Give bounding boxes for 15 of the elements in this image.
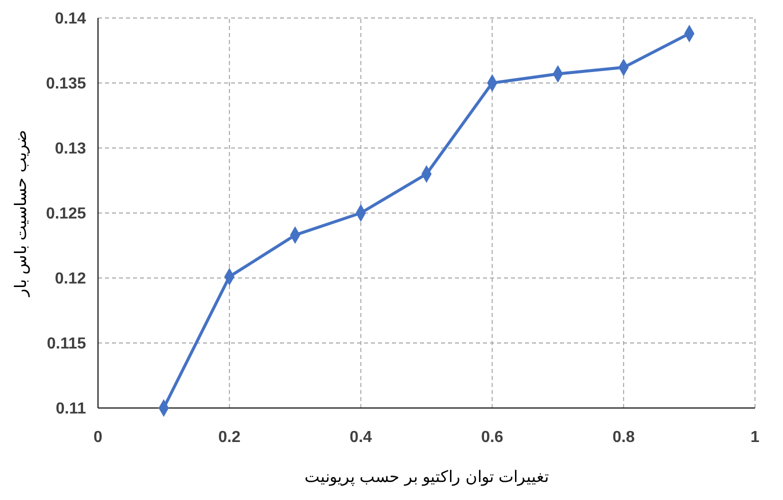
y-tick-label: 0.11	[56, 400, 86, 418]
y-axis-title: ضریب حساسیت باس بار	[11, 129, 30, 298]
x-axis-title: تغییرات توان راکتیو بر حسب پریونیت	[304, 467, 549, 486]
x-tick-label: 0.2	[218, 429, 241, 446]
y-tick-label: 0.13	[54, 140, 86, 158]
x-tick-label: 0	[94, 429, 103, 446]
x-tick-label: 0.4	[350, 429, 372, 446]
y-tick-label: 0.12	[54, 270, 86, 288]
x-tick-label: 0.8	[612, 429, 635, 446]
y-tick-label: 0.125	[46, 206, 86, 223]
x-tick-label: 1	[750, 429, 760, 446]
y-tick-label: 0.135	[46, 76, 86, 93]
y-tick-label: 0.115	[46, 336, 86, 353]
x-tick-label: 0.6	[481, 429, 504, 446]
y-tick-label: 0.14	[54, 10, 86, 28]
